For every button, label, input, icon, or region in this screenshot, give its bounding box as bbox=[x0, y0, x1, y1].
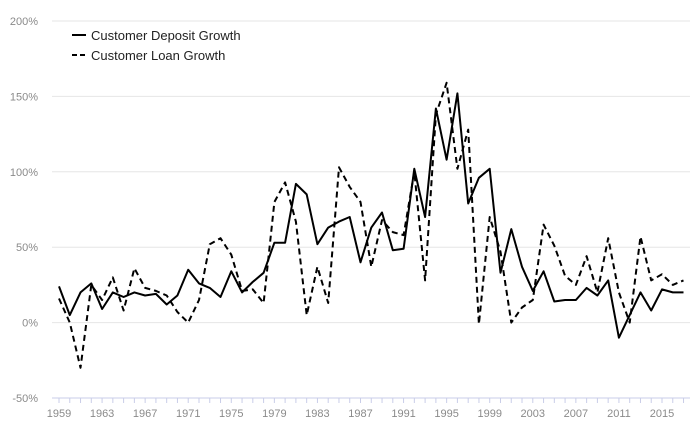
x-tick-label: 1983 bbox=[305, 408, 329, 420]
x-tick-label: 2007 bbox=[564, 408, 588, 420]
y-tick-label: 50% bbox=[16, 242, 38, 254]
x-tick-label: 1959 bbox=[47, 408, 71, 420]
x-tick-label: 2011 bbox=[607, 408, 631, 420]
y-tick-label: 150% bbox=[10, 91, 38, 103]
y-tick-label: -50% bbox=[12, 393, 38, 405]
x-tick-label: 2015 bbox=[650, 408, 674, 420]
grid-lines bbox=[52, 20, 690, 324]
x-tick-label: 1971 bbox=[176, 408, 200, 420]
x-tick-label: 1975 bbox=[219, 408, 243, 420]
x-tick-label: 1995 bbox=[434, 408, 458, 420]
series-line-deposit-growth bbox=[58, 92, 684, 339]
x-tick-label: 1987 bbox=[348, 408, 372, 420]
x-axis: 1959 1963 1967 1971 1975 1979 1983 1987 1991 1995… bbox=[47, 397, 690, 420]
series-lines bbox=[58, 81, 684, 369]
x-tick-label: 1999 bbox=[477, 408, 501, 420]
x-tick-label: 1963 bbox=[90, 408, 114, 420]
y-tick-label: 0% bbox=[22, 318, 38, 330]
x-tick-label: 1967 bbox=[133, 408, 157, 420]
legend-label-loan: Customer Loan Growth bbox=[91, 48, 225, 63]
x-tick-label: 1991 bbox=[391, 408, 415, 420]
x-tick-label: 2003 bbox=[521, 408, 545, 420]
series-line-loan-growth bbox=[58, 81, 684, 369]
y-axis: 200% 150% 100% 50% 0% -50% bbox=[10, 16, 38, 405]
y-tick-label: 100% bbox=[10, 167, 38, 179]
legend: Customer Deposit Growth Customer Loan Gr… bbox=[72, 28, 241, 63]
legend-label-deposit: Customer Deposit Growth bbox=[91, 28, 241, 43]
x-tick-label: 1979 bbox=[262, 408, 286, 420]
y-tick-label: 200% bbox=[10, 16, 38, 28]
